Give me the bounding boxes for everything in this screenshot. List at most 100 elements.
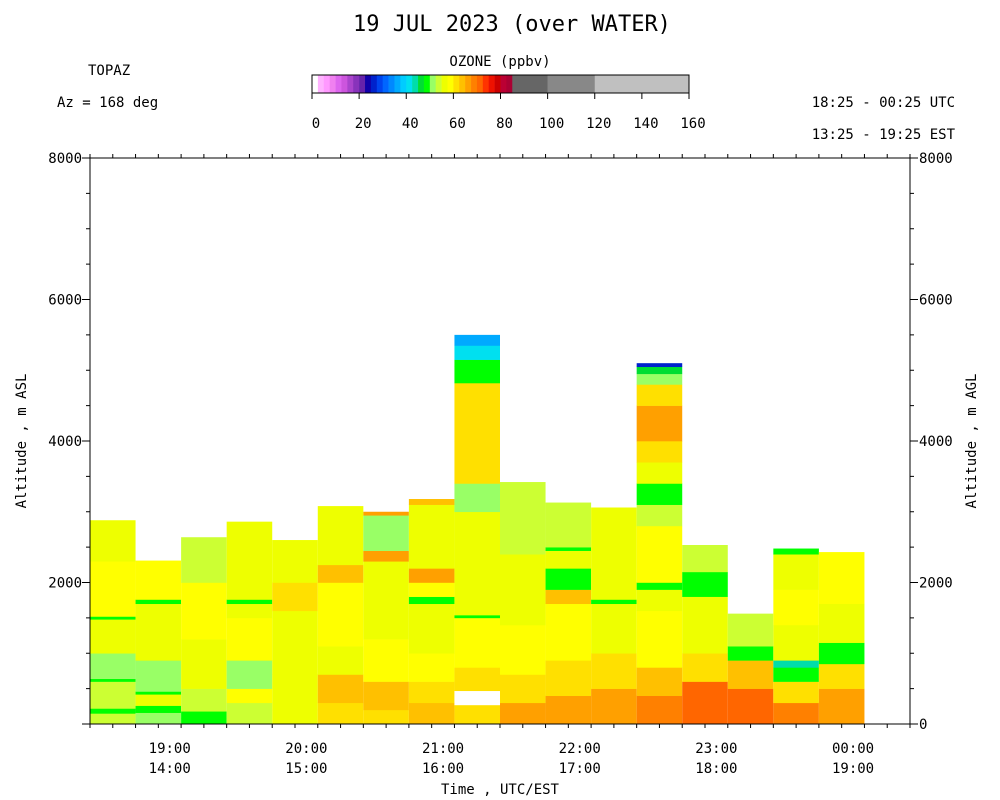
ozone-cell	[773, 660, 819, 668]
ozone-cell	[454, 617, 500, 668]
colorbar-segment	[382, 75, 389, 93]
colorbar	[311, 74, 690, 94]
ozone-cell	[363, 709, 409, 725]
ozone-cell	[226, 599, 273, 605]
ozone-cell	[545, 603, 592, 661]
ozone-cell	[226, 702, 273, 725]
colorbar-segment	[329, 75, 336, 93]
ozone-cell	[773, 702, 819, 725]
ozone-cell	[636, 384, 683, 406]
ozone-cell	[272, 610, 318, 675]
ozone-cell	[226, 617, 273, 661]
ozone-cell	[317, 702, 364, 725]
ozone-cell	[317, 582, 364, 647]
ozone-cell	[272, 709, 318, 725]
colorbar-segment	[488, 75, 495, 93]
ozone-cell	[773, 589, 819, 626]
ozone-cell	[135, 599, 182, 605]
ozone-cell	[727, 646, 774, 661]
colorbar-tick-label: 120	[586, 116, 611, 132]
ozone-cell	[773, 554, 819, 590]
colorbar-segment	[418, 75, 425, 93]
ozone-cell	[454, 704, 500, 725]
colorbar-tick-label: 160	[680, 116, 705, 132]
ozone-cell	[90, 619, 136, 654]
ozone-cell	[500, 624, 546, 675]
ozone-cell	[591, 507, 637, 600]
colorbar-segment	[400, 75, 407, 93]
ozone-cell	[408, 499, 455, 505]
profile-column	[181, 537, 227, 725]
ozone-cell	[727, 688, 774, 725]
ozone-cell	[818, 642, 865, 665]
ozone-cell	[636, 405, 683, 442]
ozone-cell	[408, 596, 455, 605]
colorbar-segment	[317, 75, 325, 93]
colorbar-segment	[476, 75, 484, 93]
ozone-cell	[317, 646, 364, 675]
x-tick-label-utc: 23:00	[695, 741, 737, 757]
profile-column	[408, 499, 455, 725]
profile-column	[317, 506, 364, 725]
ozone-cell	[682, 653, 728, 682]
colorbar-segment	[335, 75, 342, 93]
colorbar-segment	[435, 75, 442, 93]
colorbar-tick-label: 80	[496, 116, 513, 132]
y-tick-label-left: 2000	[48, 576, 82, 592]
profile-column	[818, 552, 865, 725]
ozone-cell	[181, 688, 227, 712]
ozone-cell	[773, 667, 819, 682]
ozone-cell	[454, 382, 500, 392]
azimuth-label: Az = 168 deg	[57, 95, 158, 111]
ozone-cell	[636, 582, 683, 590]
ozone-cell	[500, 482, 546, 555]
site-label: TOPAZ	[88, 63, 130, 79]
colorbar-segment	[312, 75, 319, 93]
colorbar-segment	[471, 75, 478, 93]
ozone-cell	[636, 504, 683, 527]
colorbar-title: OZONE (ppbv)	[449, 54, 550, 70]
ozone-cell	[454, 334, 500, 346]
ozone-cell	[636, 589, 683, 612]
colorbar-segment	[323, 75, 330, 93]
profile-column	[682, 545, 728, 725]
ozone-cell	[682, 681, 728, 725]
ozone-cell	[636, 483, 683, 505]
colorbar-segment	[429, 75, 437, 93]
ozone-cell	[90, 681, 136, 709]
colorbar-segment	[447, 75, 454, 93]
ozone-cell	[636, 441, 683, 463]
x-tick-label-est: 15:00	[285, 761, 327, 777]
y-tick-label-right: 8000	[919, 151, 953, 167]
ozone-profiles	[90, 334, 865, 725]
colorbar-segment	[370, 75, 378, 93]
colorbar-segment	[394, 75, 401, 93]
ozone-cell	[454, 690, 500, 706]
profile-column	[363, 511, 409, 725]
colorbar-segment	[365, 75, 372, 93]
ozone-cell	[773, 548, 819, 555]
ozone-cell	[545, 660, 592, 696]
x-axis-title: Time , UTC/EST	[441, 782, 560, 798]
colorbar-segment	[341, 75, 348, 93]
profile-column	[90, 520, 136, 725]
ozone-cell	[135, 560, 182, 600]
ozone-cell	[500, 674, 546, 704]
ozone-cell	[135, 660, 182, 692]
profile-column	[272, 540, 318, 725]
ozone-cell	[636, 373, 683, 385]
ozone-cell	[773, 681, 819, 704]
ozone-cell	[408, 504, 455, 569]
ozone-cell	[408, 582, 455, 597]
ozone-cell	[545, 550, 592, 569]
profile-column	[454, 334, 500, 725]
y-tick-label-right: 6000	[919, 293, 953, 309]
ozone-cell	[636, 610, 683, 668]
ozone-cell	[408, 568, 455, 583]
y-tick-label-right: 2000	[919, 576, 953, 592]
ozone-cell	[545, 547, 592, 551]
axis-ticks	[82, 154, 918, 728]
x-tick-label-utc: 20:00	[285, 741, 327, 757]
colorbar-segment	[412, 75, 419, 93]
colorbar-segment	[506, 75, 513, 93]
